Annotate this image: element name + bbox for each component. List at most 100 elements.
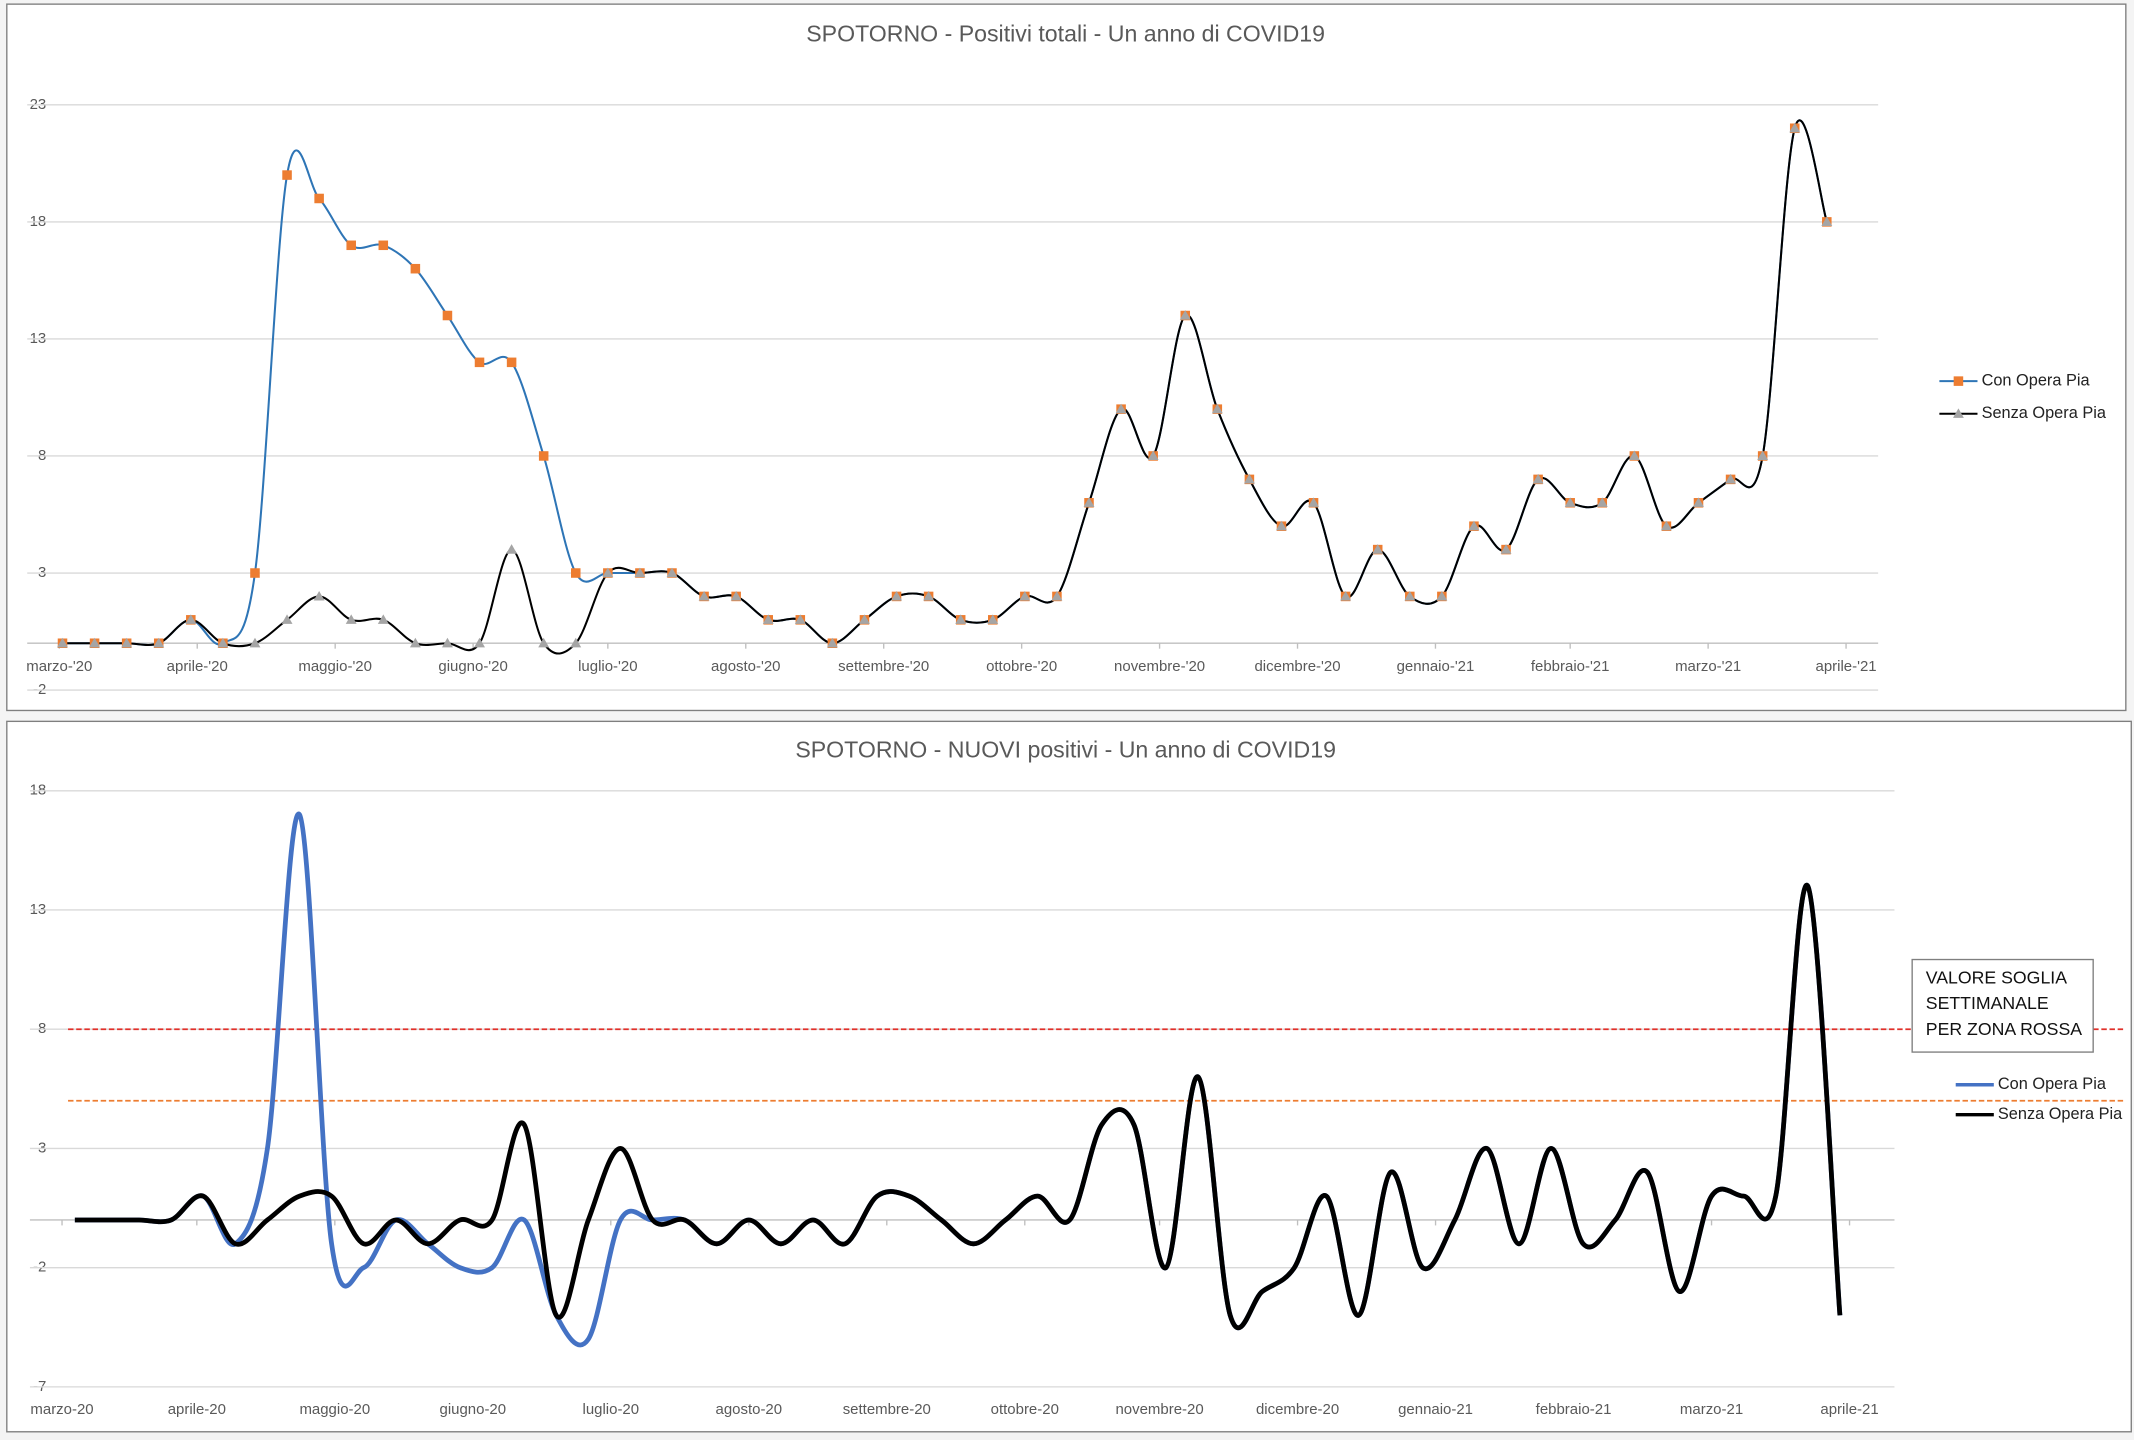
marker bbox=[1372, 544, 1384, 554]
x-tick-label: ottobre-20 bbox=[991, 1401, 1059, 1418]
marker bbox=[89, 637, 101, 648]
marker bbox=[570, 568, 581, 578]
marker bbox=[1821, 216, 1833, 226]
marker bbox=[474, 357, 485, 368]
x-tick-label: aprile-'21 bbox=[1816, 658, 1877, 675]
x-tick-label: marzo-'21 bbox=[1675, 658, 1741, 675]
marker bbox=[1051, 590, 1063, 601]
marker bbox=[313, 590, 325, 601]
marker bbox=[698, 590, 710, 601]
x-tick-label: agosto-20 bbox=[716, 1401, 783, 1418]
marker bbox=[1083, 497, 1095, 507]
marker bbox=[1404, 590, 1416, 601]
annotation-text: VALORE SOGLIA bbox=[1926, 967, 2067, 987]
marker bbox=[409, 637, 421, 648]
annotation-box bbox=[1911, 958, 2094, 1053]
chart-title: SPOTORNO - Positivi totali - Un anno di … bbox=[806, 21, 1325, 47]
legend-label: Senza Opera Pia bbox=[1982, 404, 2107, 422]
x-tick-label: ottobre-'20 bbox=[986, 658, 1057, 675]
marker bbox=[1276, 520, 1287, 531]
chart-frame bbox=[6, 3, 2127, 712]
x-tick-label: luglio-20 bbox=[583, 1401, 640, 1418]
marker bbox=[602, 567, 614, 578]
marker bbox=[1436, 590, 1448, 601]
marker bbox=[250, 568, 260, 578]
x-tick-label: dicembre-'20 bbox=[1254, 658, 1340, 675]
marker bbox=[1115, 403, 1127, 414]
marker bbox=[538, 637, 550, 648]
marker bbox=[1952, 408, 1964, 418]
marker bbox=[1532, 473, 1544, 484]
marker bbox=[1500, 544, 1512, 554]
marker bbox=[1468, 520, 1480, 531]
x-tick-label: novembre-'20 bbox=[1114, 658, 1205, 675]
marker bbox=[955, 614, 967, 624]
marker bbox=[378, 240, 389, 251]
marker bbox=[217, 637, 229, 648]
marker bbox=[987, 614, 999, 624]
x-tick-label: gennaio-21 bbox=[1398, 1401, 1473, 1418]
series-line bbox=[74, 883, 1843, 1331]
marker bbox=[666, 567, 678, 578]
marker bbox=[1147, 450, 1159, 461]
marker bbox=[1596, 497, 1608, 507]
marker bbox=[826, 637, 838, 648]
marker bbox=[1564, 497, 1576, 507]
x-tick-label: marzo-20 bbox=[30, 1401, 93, 1418]
marker bbox=[282, 170, 292, 180]
marker bbox=[1757, 450, 1769, 461]
marker bbox=[1660, 520, 1672, 531]
x-tick-label: maggio-20 bbox=[299, 1401, 370, 1418]
marker bbox=[506, 357, 517, 368]
x-tick-label: aprile-'20 bbox=[167, 658, 228, 675]
legend-label: Con Opera Pia bbox=[1982, 371, 2091, 389]
x-tick-label: giugno-'20 bbox=[438, 658, 507, 675]
marker bbox=[314, 193, 324, 204]
marker bbox=[1628, 450, 1640, 461]
marker bbox=[634, 567, 646, 578]
marker bbox=[1243, 473, 1255, 484]
marker bbox=[346, 240, 356, 251]
marker bbox=[345, 614, 357, 624]
x-tick-label: marzo-21 bbox=[1680, 1401, 1743, 1418]
marker bbox=[891, 590, 902, 601]
x-tick-label: maggio-'20 bbox=[298, 658, 372, 675]
marker bbox=[1308, 497, 1320, 507]
marker bbox=[1019, 590, 1031, 601]
marker bbox=[281, 614, 293, 624]
marker bbox=[185, 614, 197, 624]
marker bbox=[794, 614, 806, 624]
marker bbox=[442, 637, 453, 648]
marker bbox=[1211, 403, 1223, 414]
legend-label: Con Opera Pia bbox=[1998, 1075, 2107, 1093]
marker bbox=[474, 637, 485, 648]
x-tick-label: aprile-21 bbox=[1820, 1401, 1878, 1418]
annotation-text: PER ZONA ROSSA bbox=[1926, 1019, 2082, 1039]
x-tick-label: gennaio-'21 bbox=[1397, 658, 1475, 675]
marker bbox=[57, 637, 68, 648]
marker bbox=[410, 263, 421, 274]
chart-title: SPOTORNO - NUOVI positivi - Un anno di C… bbox=[795, 736, 1336, 762]
marker bbox=[538, 451, 549, 461]
x-tick-label: febbraio-'21 bbox=[1531, 658, 1610, 675]
marker bbox=[1693, 497, 1704, 507]
marker bbox=[1179, 310, 1191, 320]
marker bbox=[570, 637, 582, 648]
x-tick-label: giugno-20 bbox=[440, 1401, 507, 1418]
x-tick-label: settembre-20 bbox=[843, 1401, 931, 1418]
marker bbox=[923, 590, 935, 601]
marker bbox=[762, 614, 774, 624]
annotation-text: SETTIMANALE bbox=[1926, 993, 2049, 1013]
chart-frame bbox=[6, 720, 2132, 1433]
x-tick-label: marzo-'20 bbox=[26, 658, 92, 675]
marker bbox=[153, 637, 165, 648]
marker bbox=[121, 637, 133, 648]
marker bbox=[377, 614, 389, 624]
marker bbox=[730, 590, 742, 601]
x-tick-label: febbraio-21 bbox=[1536, 1401, 1612, 1418]
x-tick-label: novembre-20 bbox=[1115, 1401, 1203, 1418]
marker bbox=[1953, 376, 1964, 386]
x-tick-label: dicembre-20 bbox=[1256, 1401, 1339, 1418]
